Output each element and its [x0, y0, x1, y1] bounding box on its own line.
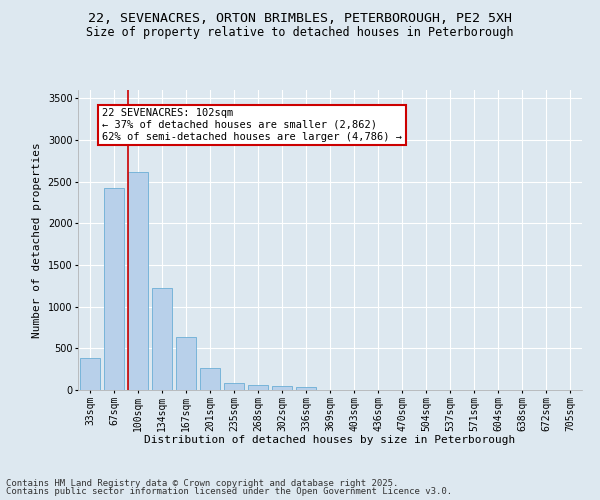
Text: 22 SEVENACRES: 102sqm
← 37% of detached houses are smaller (2,862)
62% of semi-d: 22 SEVENACRES: 102sqm ← 37% of detached … [102, 108, 402, 142]
Y-axis label: Number of detached properties: Number of detached properties [32, 142, 42, 338]
Bar [224, 382, 244, 390]
Bar [152, 288, 172, 390]
X-axis label: Distribution of detached houses by size in Peterborough: Distribution of detached houses by size … [145, 435, 515, 445]
Bar [104, 188, 124, 390]
Bar [248, 386, 268, 390]
Bar [176, 336, 196, 390]
Text: Contains public sector information licensed under the Open Government Licence v3: Contains public sector information licen… [6, 487, 452, 496]
Text: Size of property relative to detached houses in Peterborough: Size of property relative to detached ho… [86, 26, 514, 39]
Bar [272, 386, 292, 390]
Bar [200, 368, 220, 390]
Bar [128, 172, 148, 390]
Text: Contains HM Land Registry data © Crown copyright and database right 2025.: Contains HM Land Registry data © Crown c… [6, 478, 398, 488]
Text: 22, SEVENACRES, ORTON BRIMBLES, PETERBOROUGH, PE2 5XH: 22, SEVENACRES, ORTON BRIMBLES, PETERBOR… [88, 12, 512, 26]
Bar [80, 358, 100, 390]
Bar [296, 387, 316, 390]
